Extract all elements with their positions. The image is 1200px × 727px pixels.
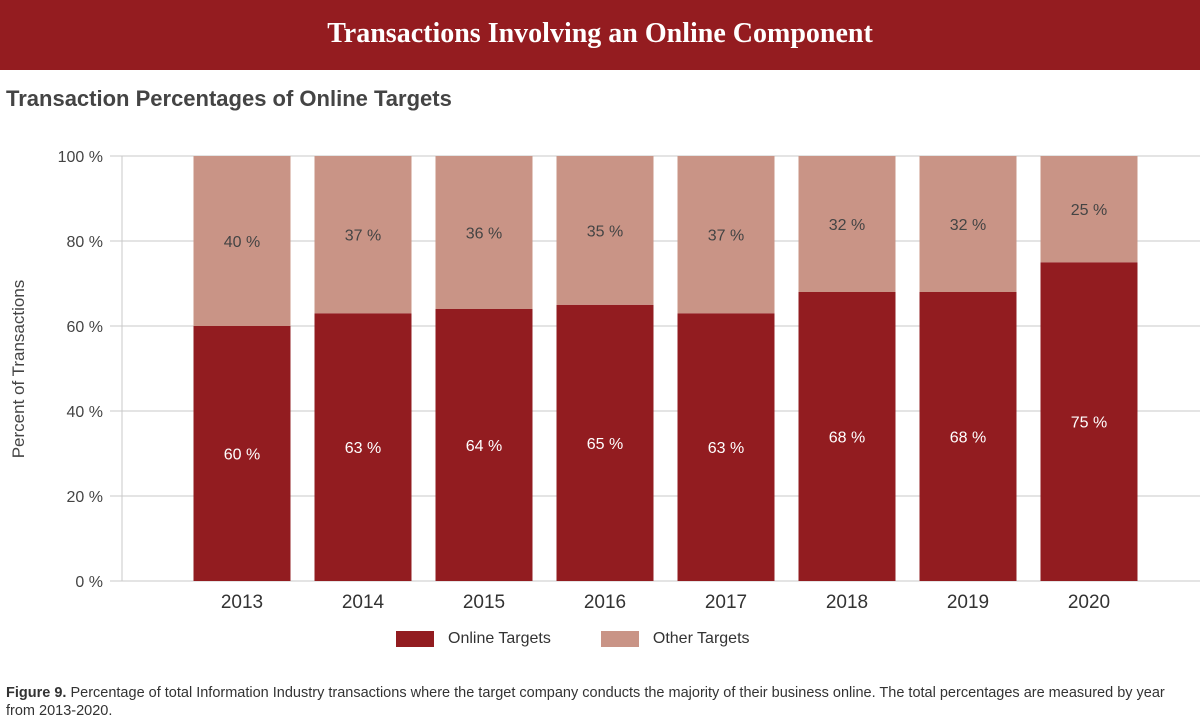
x-tick-label: 2017: [705, 592, 747, 613]
legend-item-online: Online Targets: [396, 630, 551, 648]
legend: Online Targets Other Targets: [396, 630, 750, 648]
y-tick-label: 60 %: [67, 319, 103, 336]
figure-caption: Figure 9. Percentage of total Informatio…: [6, 684, 1196, 720]
data-label: 32 %: [950, 217, 986, 234]
legend-label-other: Other Targets: [652, 630, 750, 647]
data-label: 68 %: [829, 430, 865, 447]
legend-swatch-other: [600, 631, 639, 647]
data-label: 63 %: [708, 440, 744, 457]
bar-other-2016: [556, 156, 654, 305]
y-tick-label: 80 %: [67, 234, 103, 251]
x-tick-label: 2015: [463, 592, 505, 613]
y-tick-label: 20 %: [67, 489, 103, 506]
caption-label: Figure 9.: [6, 685, 67, 701]
y-tick-label: 0 %: [75, 574, 103, 591]
bar-online-2013: [193, 326, 291, 581]
bar-online-2014: [314, 313, 412, 581]
bar-online-2017: [677, 313, 775, 581]
chart-title: Transaction Percentages of Online Target…: [6, 86, 452, 111]
y-tick-label: 100 %: [58, 149, 103, 166]
bar-other-2019: [919, 156, 1017, 292]
legend-swatch-online: [396, 631, 434, 647]
data-label: 35 %: [587, 223, 623, 240]
bar-online-2020: [1040, 262, 1138, 581]
data-label: 75 %: [1071, 415, 1107, 432]
bar-other-2018: [798, 156, 896, 292]
stacked-bar-chart: 0 % 20 % 40 % 60 % 80 % 100 % Percent of Trans…: [9, 149, 1200, 613]
bar-other-2015: [435, 156, 533, 309]
bar-online-2016: [556, 304, 654, 581]
x-tick-label: 2019: [947, 592, 989, 613]
bar-other-2017: [677, 156, 775, 314]
data-label: 65 %: [587, 436, 623, 453]
data-label: 32 %: [829, 217, 865, 234]
bar-other-2020: [1040, 156, 1138, 263]
x-tick-label: 2020: [1068, 592, 1110, 613]
bar-online-2018: [798, 292, 896, 581]
data-label: 63 %: [345, 440, 381, 457]
banner-title: Transactions Involving an Online Compone…: [0, 0, 1200, 70]
data-label: 25 %: [1071, 202, 1107, 219]
legend-item-other: Other Targets: [600, 630, 750, 648]
data-label: 40 %: [224, 234, 260, 251]
bar-other-2014: [314, 156, 412, 314]
y-axis-title: Percent of Transactions: [9, 280, 28, 459]
x-tick-label: 2016: [584, 592, 626, 613]
x-tick-label: 2014: [342, 592, 385, 613]
data-label: 36 %: [466, 226, 502, 243]
x-tick-label: 2013: [221, 592, 263, 613]
data-label: 37 %: [708, 228, 744, 245]
data-label: 68 %: [950, 430, 986, 447]
bar-online-2015: [435, 309, 533, 581]
caption-text: Percentage of total Information Industry…: [6, 685, 1165, 719]
bar-online-2019: [919, 292, 1017, 581]
data-label: 60 %: [224, 447, 260, 464]
data-label: 37 %: [345, 228, 381, 245]
bar-other-2013: [193, 156, 291, 326]
y-tick-label: 40 %: [67, 404, 103, 421]
x-tick-label: 2018: [826, 592, 868, 613]
data-label: 64 %: [466, 438, 502, 455]
legend-label-online: Online Targets: [448, 630, 551, 647]
